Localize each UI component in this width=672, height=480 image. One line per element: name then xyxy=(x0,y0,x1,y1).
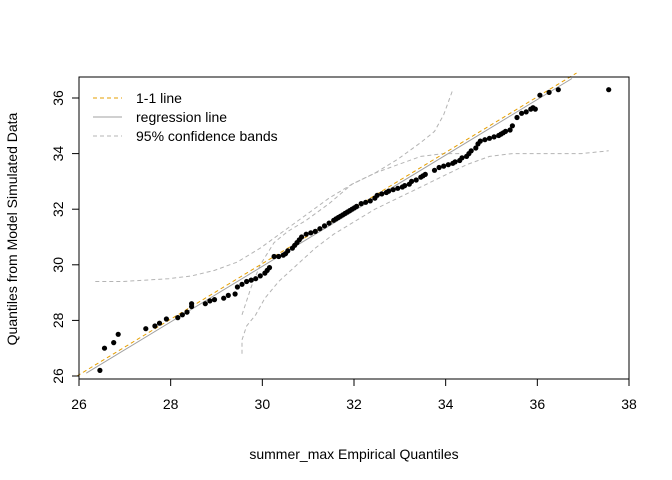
x-axis: 26 28 30 32 34 36 38 xyxy=(71,379,637,412)
data-point xyxy=(184,309,190,315)
y-tick-label: 30 xyxy=(50,257,66,273)
plot-area xyxy=(76,72,612,377)
y-tick-label: 26 xyxy=(50,368,66,384)
x-tick-label: 30 xyxy=(255,396,271,412)
x-tick-label: 28 xyxy=(163,396,179,412)
data-point xyxy=(367,198,373,204)
confidence-band-upper xyxy=(241,89,454,315)
data-point xyxy=(486,135,493,141)
data-point xyxy=(509,123,515,129)
data-point xyxy=(546,89,552,95)
data-point xyxy=(523,109,529,115)
legend-label-regression: regression line xyxy=(136,109,227,125)
data-point xyxy=(299,234,305,240)
data-point xyxy=(431,167,438,173)
x-tick-label: 38 xyxy=(621,396,637,412)
data-point xyxy=(285,248,291,254)
data-point xyxy=(409,178,415,184)
data-point xyxy=(468,148,474,154)
data-point xyxy=(175,315,181,321)
data-point xyxy=(459,155,465,161)
data-point xyxy=(266,265,273,271)
data-point xyxy=(179,312,185,318)
data-point xyxy=(555,87,561,93)
data-point xyxy=(402,183,408,189)
data-point xyxy=(532,106,538,112)
data-point xyxy=(606,87,612,93)
data-point xyxy=(221,295,227,301)
data-point xyxy=(239,281,245,287)
data-point xyxy=(413,177,419,183)
data-point xyxy=(143,326,149,332)
data-point xyxy=(207,298,213,304)
data-point xyxy=(211,297,218,303)
y-axis: 26 28 30 32 34 36 xyxy=(50,90,79,384)
data-point xyxy=(189,301,195,307)
x-axis-label: summer_max Empirical Quantiles xyxy=(249,446,458,462)
data-point xyxy=(312,228,318,234)
data-point xyxy=(232,291,238,297)
data-point xyxy=(436,164,442,171)
data-point xyxy=(514,114,520,121)
x-tick-label: 32 xyxy=(346,396,362,412)
data-point xyxy=(271,253,277,260)
data-point xyxy=(422,171,428,177)
data-point xyxy=(234,284,240,290)
data-point xyxy=(395,185,401,191)
data-point xyxy=(491,134,497,140)
data-point xyxy=(163,316,169,322)
confidence-band-lower xyxy=(241,150,609,354)
data-point xyxy=(276,253,282,260)
x-tick-label: 34 xyxy=(438,396,454,412)
data-point xyxy=(374,192,380,198)
data-point xyxy=(379,191,385,197)
data-point xyxy=(152,323,158,329)
data-point xyxy=(303,231,309,237)
data-point xyxy=(115,331,121,337)
data-point xyxy=(308,230,314,236)
data-point xyxy=(473,145,479,151)
legend: 1-1 line regression line 95% confidence … xyxy=(93,90,278,144)
data-point xyxy=(519,110,525,116)
data-point xyxy=(363,199,369,205)
data-point xyxy=(317,226,323,232)
data-point xyxy=(321,223,328,229)
data-point xyxy=(386,188,392,194)
data-point xyxy=(537,92,543,98)
data-point xyxy=(111,340,117,346)
y-tick-label: 32 xyxy=(50,201,66,217)
data-point xyxy=(390,187,396,193)
data-point xyxy=(97,367,103,373)
y-tick-label: 34 xyxy=(50,146,66,162)
data-point xyxy=(507,127,513,133)
regression-line xyxy=(85,78,573,374)
legend-label-confidence: 95% confidence bands xyxy=(136,128,278,144)
data-point xyxy=(225,292,231,298)
data-point xyxy=(482,137,488,143)
x-tick-label: 26 xyxy=(71,396,87,412)
data-point xyxy=(445,162,451,168)
data-point xyxy=(502,128,509,134)
data-point xyxy=(253,276,259,282)
data-point xyxy=(477,138,483,144)
data-point xyxy=(358,201,364,207)
data-point xyxy=(156,320,163,326)
data-point xyxy=(326,220,332,226)
data-point xyxy=(257,273,263,279)
x-tick-label: 36 xyxy=(530,396,546,412)
data-point xyxy=(244,278,250,285)
data-point xyxy=(452,159,458,165)
data-point xyxy=(202,301,208,307)
y-tick-label: 28 xyxy=(50,312,66,328)
one-to-one-line xyxy=(76,72,577,377)
data-point xyxy=(354,203,360,209)
data-point xyxy=(101,345,108,351)
data-point xyxy=(248,277,254,283)
legend-label-1-1: 1-1 line xyxy=(136,90,182,106)
confidence-band-left xyxy=(95,153,462,282)
y-tick-label: 36 xyxy=(50,90,66,106)
y-axis-label: Quantiles from Model Simulated Data xyxy=(4,112,20,345)
data-point xyxy=(441,163,447,169)
